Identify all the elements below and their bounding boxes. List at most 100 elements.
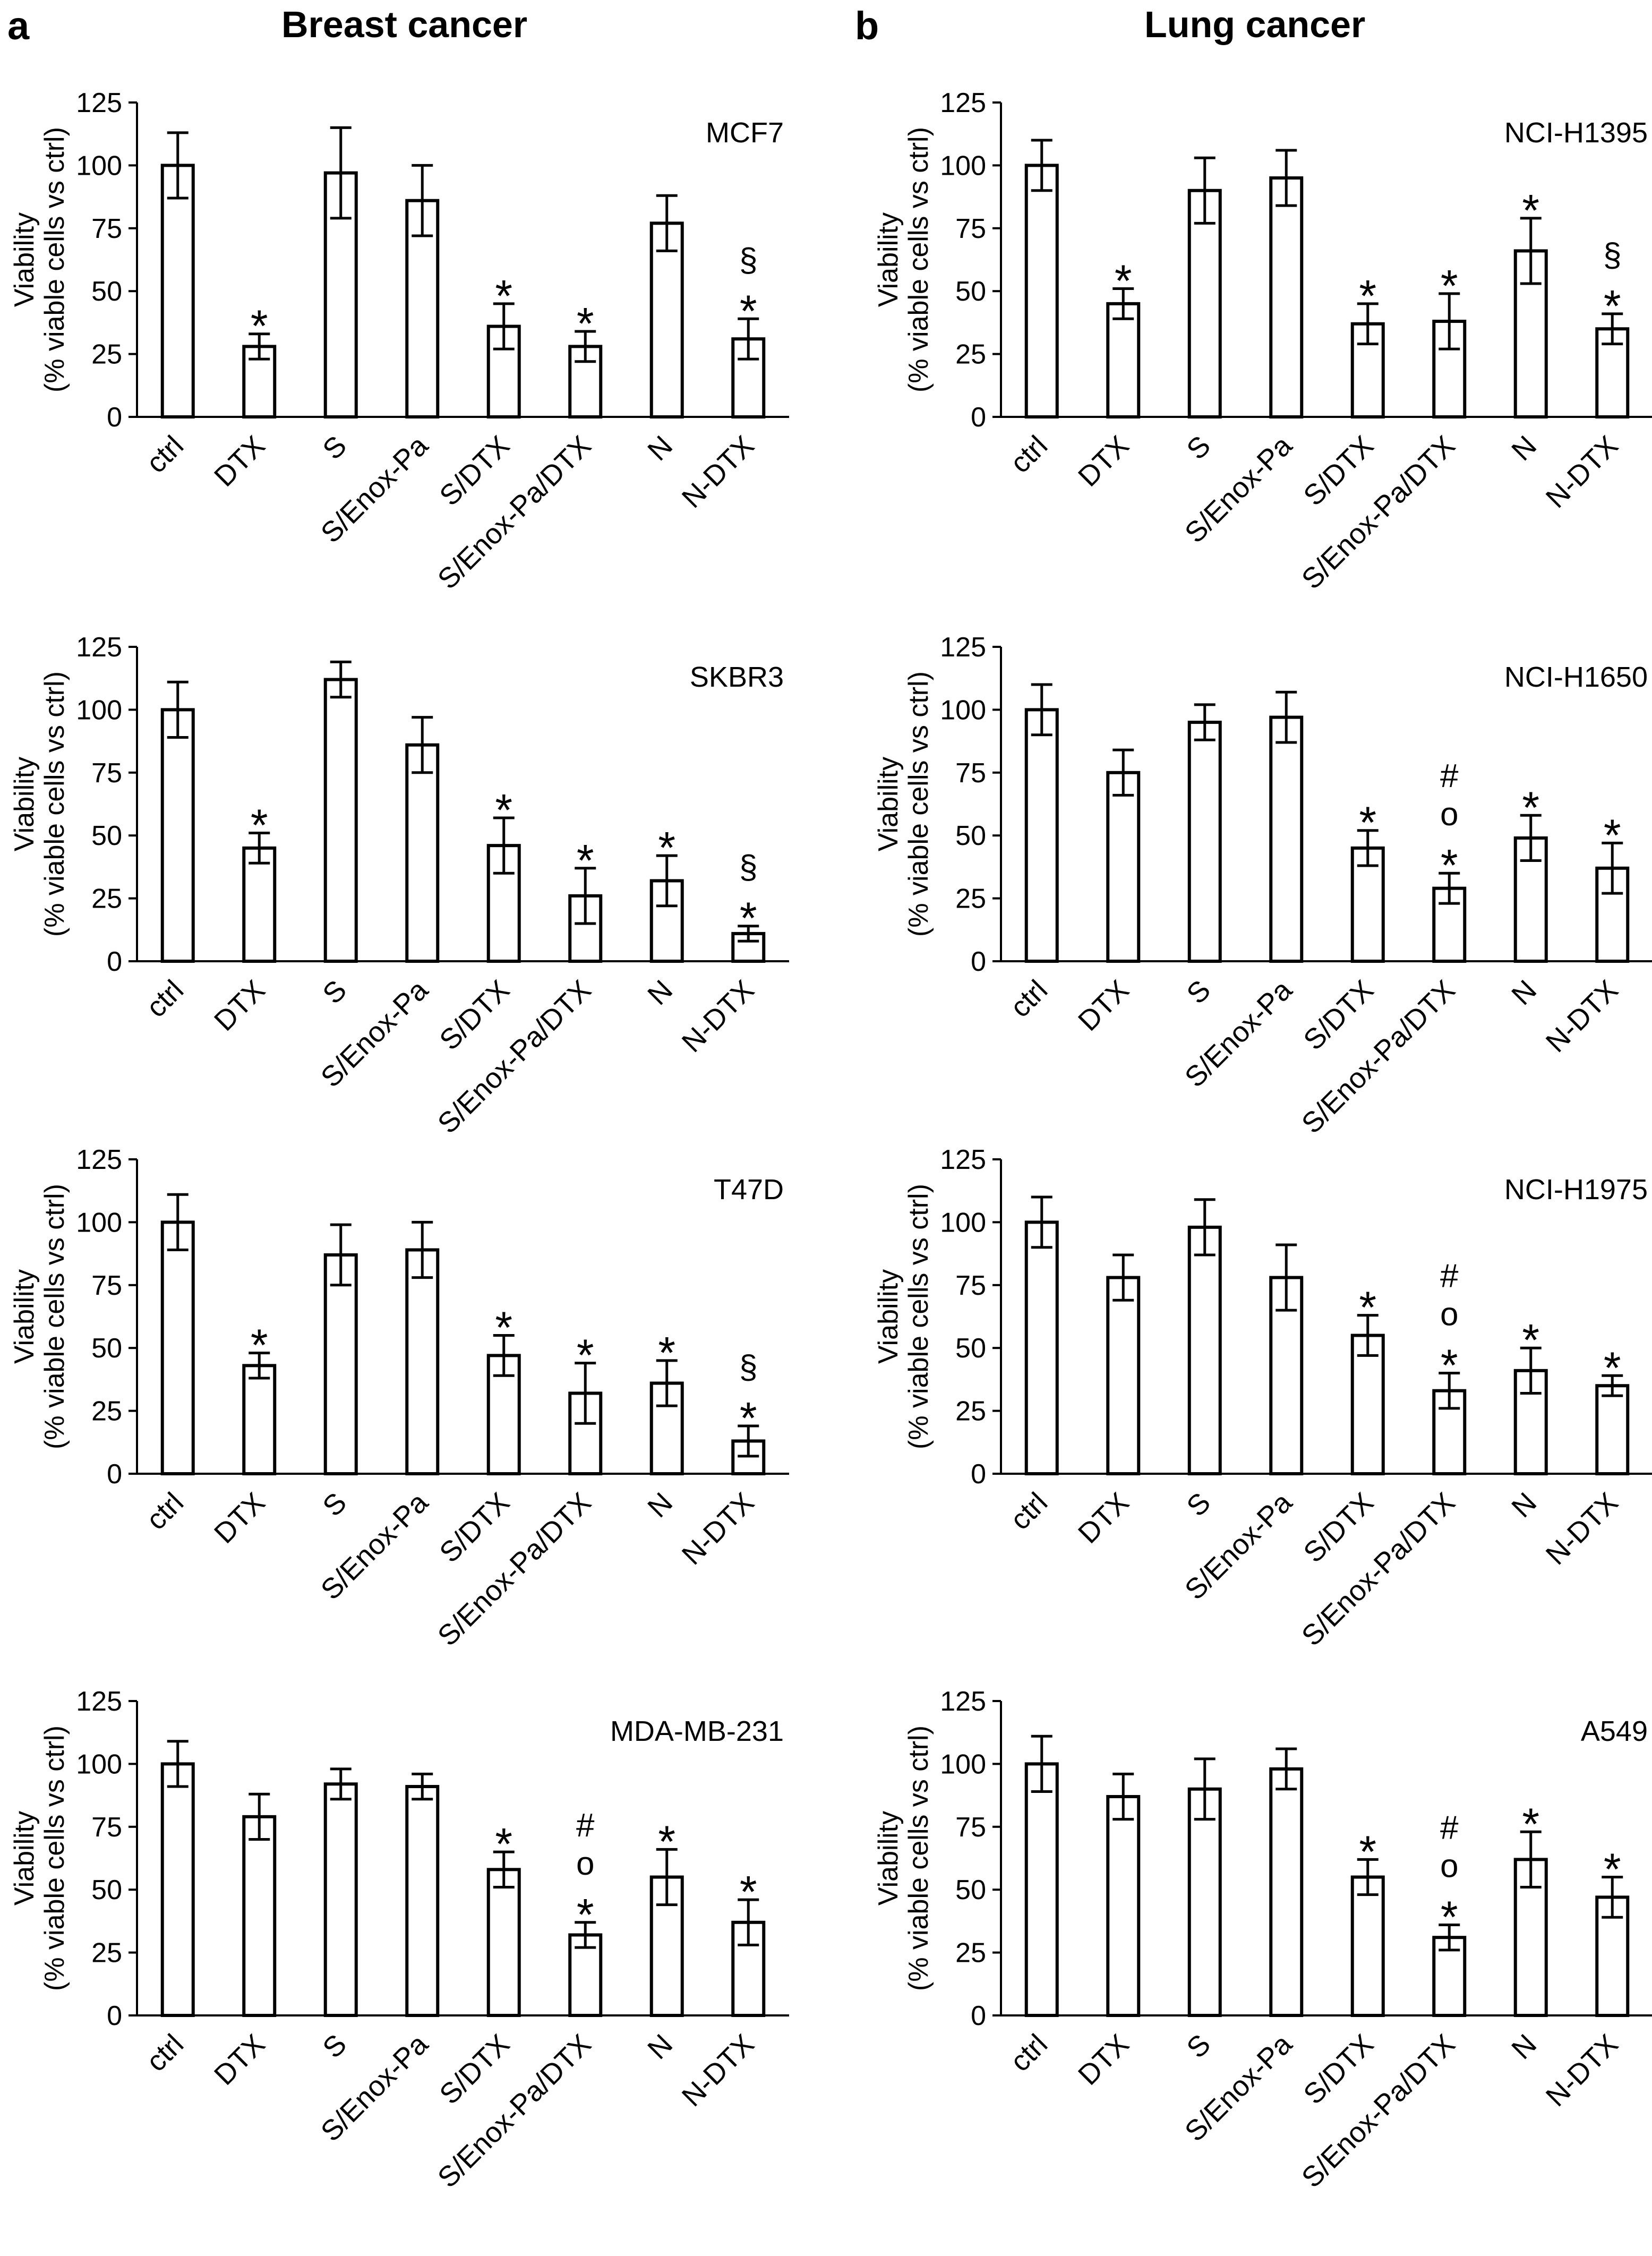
- y-axis-title: Viability: [873, 1269, 904, 1364]
- x-tick-label: S: [1180, 2028, 1217, 2064]
- y-tick-label: 25: [91, 339, 122, 370]
- significance-marker: *: [577, 1330, 594, 1380]
- significance-marker: *: [251, 301, 268, 351]
- x-tick-label: N-DTX: [1540, 974, 1624, 1058]
- significance-marker: o: [576, 1845, 594, 1882]
- cell-line-label: SKBR3: [690, 661, 784, 693]
- panel-label-a: a: [7, 4, 30, 48]
- y-tick-label: 25: [91, 1938, 122, 1969]
- x-tick-label: S/DTX: [1297, 2028, 1380, 2110]
- x-tick-label: N-DTX: [1540, 1486, 1624, 1571]
- x-tick-label: ctrl: [140, 2028, 190, 2078]
- significance-marker: *: [1359, 1826, 1376, 1876]
- y-tick-label: 50: [91, 1333, 122, 1364]
- y-axis-subtitle: (% viable cells vs ctrl): [903, 1725, 934, 1991]
- y-tick-label: 125: [940, 1144, 986, 1175]
- significance-marker: *: [577, 835, 594, 885]
- bar: [323, 678, 358, 963]
- y-tick-label: 50: [955, 821, 986, 851]
- significance-marker: o: [1440, 1296, 1458, 1333]
- y-tick-label: 0: [971, 402, 986, 433]
- y-tick-label: 50: [91, 1875, 122, 1905]
- bar: [160, 164, 195, 418]
- chart-skbr3: 0 25 50 75 100 125 Viability (% viable cells vs…: [9, 632, 789, 1140]
- x-tick-label: N-DTX: [676, 974, 760, 1058]
- y-axis-title: Viability: [873, 1811, 904, 1905]
- significance-marker: §: [739, 242, 757, 278]
- x-tick-label: S: [1180, 974, 1217, 1010]
- significance-marker: *: [1359, 271, 1376, 321]
- bar: [1106, 771, 1141, 963]
- x-tick-label: DTX: [208, 1486, 271, 1550]
- y-tick-label: 100: [940, 695, 986, 725]
- significance-marker: *: [495, 1819, 512, 1869]
- x-tick-label: N: [1505, 2028, 1543, 2065]
- cell-line-label: MDA-MB-231: [610, 1715, 784, 1747]
- significance-marker: §: [1603, 237, 1621, 274]
- significance-marker: *: [1522, 1799, 1539, 1849]
- y-tick-label: 50: [91, 821, 122, 851]
- x-tick-label: S: [316, 974, 353, 1010]
- y-axis-subtitle: (% viable cells vs ctrl): [903, 1184, 934, 1449]
- x-tick-label: S/Enox-Pa/DTX: [1296, 430, 1461, 595]
- y-tick-label: 75: [955, 1812, 986, 1843]
- x-tick-label: N-DTX: [1540, 430, 1624, 514]
- bar: [1350, 1875, 1385, 2018]
- significance-marker: *: [740, 1867, 757, 1917]
- x-tick-label: DTX: [1072, 1486, 1135, 1550]
- significance-marker: *: [251, 800, 268, 850]
- x-tick-label: DTX: [208, 2028, 271, 2091]
- y-axis-title: Viability: [9, 1811, 40, 1905]
- bar: [242, 1364, 277, 1476]
- bar: [323, 1782, 358, 2018]
- x-tick-label: S: [316, 430, 353, 466]
- significance-marker: *: [1522, 782, 1539, 832]
- x-tick-label: DTX: [1072, 2028, 1135, 2091]
- y-tick-label: 0: [971, 1459, 986, 1490]
- significance-marker: *: [1522, 185, 1539, 235]
- significance-marker: o: [1440, 796, 1458, 833]
- significance-marker: *: [658, 823, 675, 873]
- x-tick-label: ctrl: [1004, 430, 1054, 479]
- y-axis-title: Viability: [873, 212, 904, 307]
- y-axis-title: Viability: [9, 757, 40, 851]
- y-tick-label: 25: [955, 339, 986, 370]
- bar: [242, 1815, 277, 2017]
- y-tick-label: 25: [91, 1396, 122, 1427]
- x-tick-label: S: [1180, 1486, 1217, 1523]
- x-tick-label: N: [641, 1486, 679, 1524]
- significance-marker: §: [739, 849, 757, 886]
- bar: [1024, 708, 1059, 963]
- significance-marker: #: [1440, 758, 1459, 794]
- y-axis-subtitle: (% viable cells vs ctrl): [903, 127, 934, 392]
- significance-marker: o: [1440, 1848, 1458, 1885]
- x-tick-label: S/DTX: [433, 1486, 516, 1569]
- significance-marker: *: [1115, 255, 1132, 305]
- significance-marker: *: [495, 785, 512, 835]
- x-tick-label: DTX: [208, 430, 271, 493]
- y-tick-label: 125: [940, 88, 986, 118]
- y-tick-label: 50: [955, 1333, 986, 1364]
- significance-marker: *: [251, 1320, 268, 1370]
- bar: [160, 708, 195, 963]
- chart-a549: 0 25 50 75 100 125 Viability (% viable cells vs…: [873, 1686, 1652, 2194]
- significance-marker: §: [739, 1349, 757, 1386]
- significance-marker: *: [740, 286, 757, 336]
- y-tick-label: 100: [76, 150, 122, 181]
- y-tick-label: 50: [955, 1875, 986, 1905]
- significance-marker: *: [1604, 1844, 1621, 1894]
- bar: [160, 1220, 195, 1475]
- x-tick-label: S/DTX: [1297, 1486, 1380, 1569]
- y-tick-label: 0: [107, 1459, 122, 1490]
- y-tick-label: 75: [91, 1812, 122, 1843]
- x-tick-label: S: [316, 1486, 353, 1523]
- chart-t47d: 0 25 50 75 100 125 Viability (% viable cells vs…: [9, 1144, 789, 1652]
- chart-nci-h1975: 0 25 50 75 100 125 Viability (% viable cells vs…: [873, 1144, 1652, 1652]
- y-tick-label: 125: [76, 1686, 122, 1717]
- x-tick-label: S/Enox-Pa/DTX: [432, 2028, 597, 2194]
- x-tick-label: ctrl: [1004, 1486, 1054, 1536]
- bar: [1595, 1384, 1630, 1475]
- x-tick-label: N: [1505, 1486, 1543, 1524]
- significance-marker: *: [1441, 261, 1458, 311]
